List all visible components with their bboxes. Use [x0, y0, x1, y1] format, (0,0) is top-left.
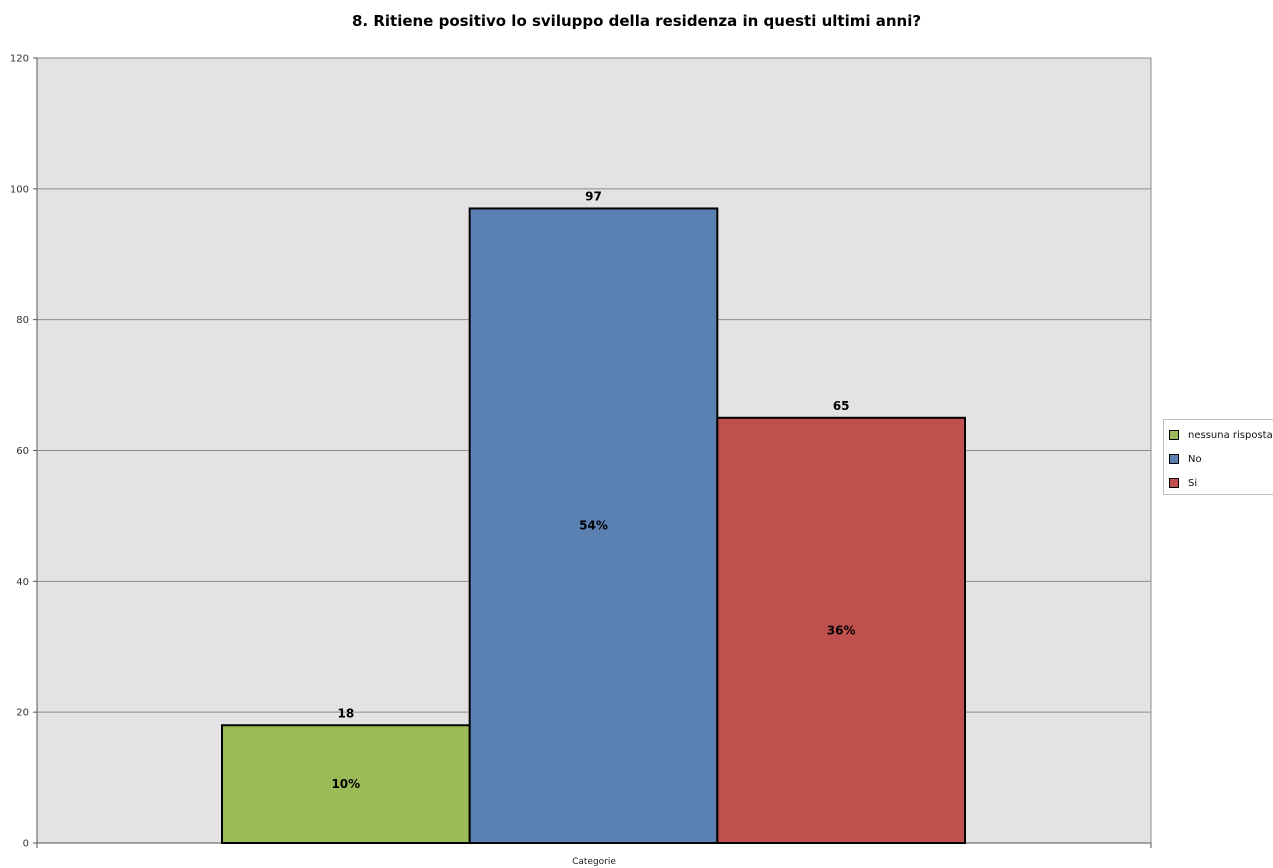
y-tick-label: 20	[16, 708, 29, 719]
bar-value-label: 18	[337, 706, 354, 720]
y-tick-label: 60	[16, 446, 29, 457]
bar-value-label: 97	[585, 189, 602, 203]
legend-item-si: Si	[1169, 476, 1197, 490]
legend-label: Si	[1188, 477, 1198, 489]
bars: 18 10% 97 54% 65 36%	[221, 189, 966, 845]
y-tick-label: 40	[16, 577, 29, 588]
legend-label: nessuna risposta	[1188, 429, 1273, 441]
legend-item-no: No	[1169, 452, 1202, 466]
bar-percent-label: 54%	[579, 519, 608, 533]
y-tick-label: 100	[10, 184, 29, 195]
bar-no	[468, 207, 719, 845]
bar-si	[716, 416, 966, 844]
legend: nessuna risposta No Si	[1163, 419, 1273, 495]
y-tick-label: 80	[16, 315, 29, 326]
y-tick-label: 120	[10, 54, 29, 65]
legend-swatch	[1169, 454, 1179, 464]
legend-label: No	[1188, 453, 1202, 465]
bar-nessuna-risposta	[221, 724, 471, 844]
y-tick-label: 0	[23, 839, 29, 850]
bar-value-label: 65	[833, 399, 850, 413]
bar-percent-label: 36%	[827, 623, 856, 637]
legend-swatch	[1169, 478, 1179, 488]
bar-percent-label: 10%	[331, 777, 360, 791]
legend-item-nessuna-risposta: nessuna risposta	[1169, 428, 1273, 442]
chart-title: 8. Ritiene positivo lo sviluppo della re…	[351, 12, 922, 30]
legend-swatch	[1169, 430, 1179, 440]
x-axis-label: Categorie	[572, 857, 616, 867]
